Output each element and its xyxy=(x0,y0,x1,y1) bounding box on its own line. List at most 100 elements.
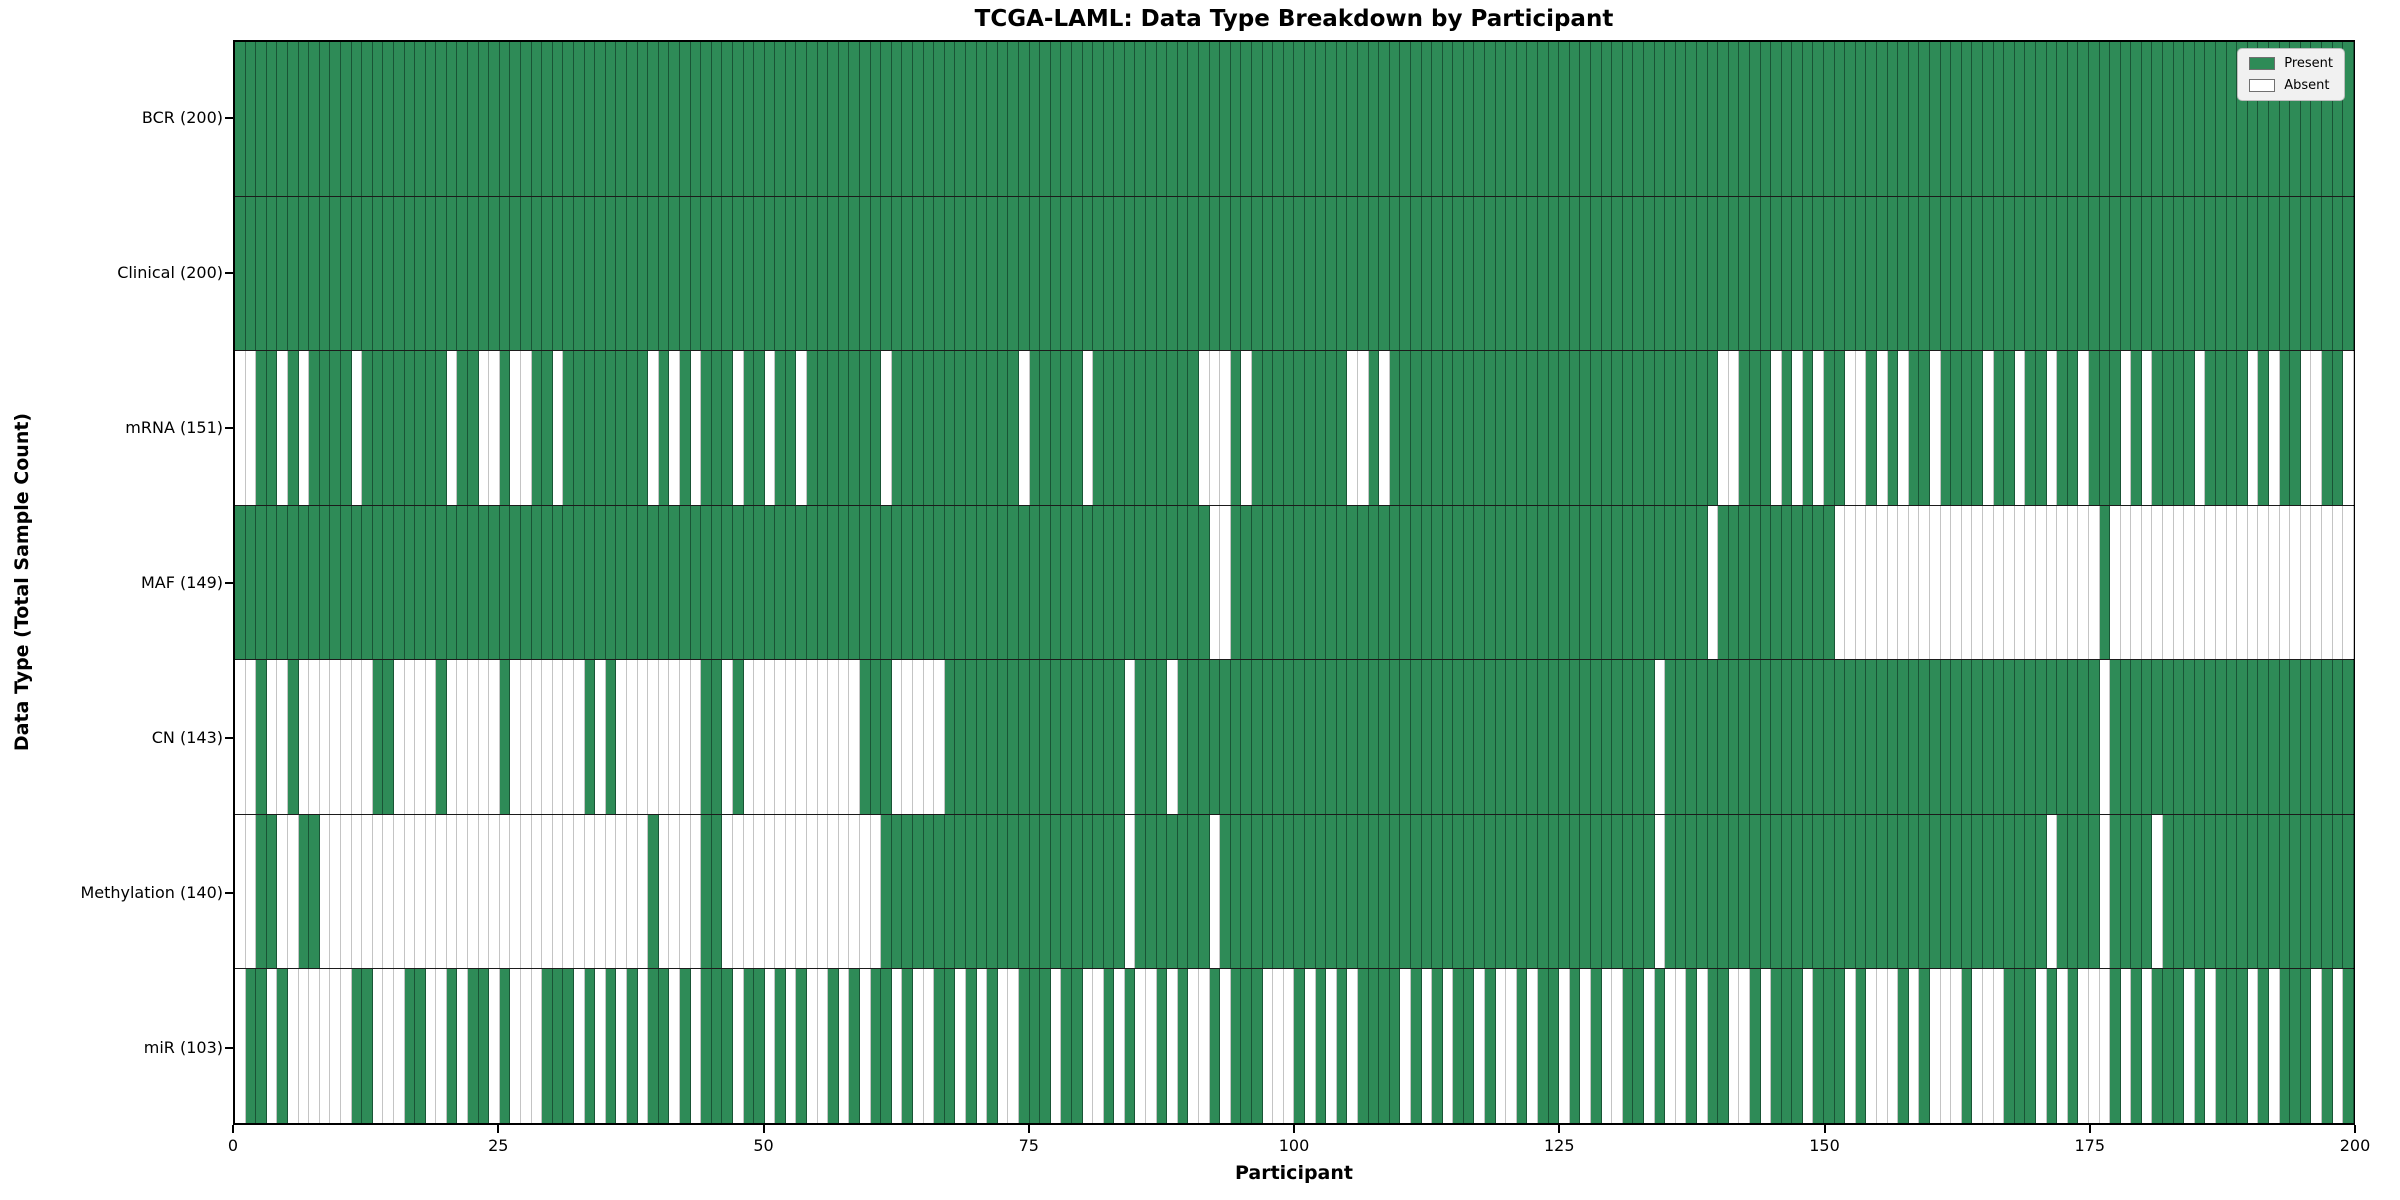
cell xyxy=(1199,42,1210,196)
cell xyxy=(1749,351,1761,505)
cell xyxy=(1135,969,1147,1124)
cell xyxy=(393,505,405,660)
cell xyxy=(436,969,447,1124)
cell xyxy=(298,351,310,505)
cell xyxy=(1495,814,1507,969)
cell xyxy=(1919,814,1930,969)
cell xyxy=(1294,969,1305,1124)
cell xyxy=(1696,814,1708,969)
cell xyxy=(372,969,384,1124)
cell xyxy=(1071,505,1083,660)
cell xyxy=(1834,660,1846,814)
cell xyxy=(1453,660,1464,814)
cell xyxy=(2184,814,2195,969)
cell xyxy=(1008,814,1019,969)
cell xyxy=(1961,814,1973,969)
cell xyxy=(817,42,829,196)
cell xyxy=(2035,505,2047,660)
cell xyxy=(1368,660,1380,814)
cell xyxy=(245,505,257,660)
cell xyxy=(1410,42,1422,196)
cell xyxy=(658,351,670,505)
cell xyxy=(1792,196,1803,351)
cell xyxy=(711,969,723,1124)
cell xyxy=(1707,660,1719,814)
cell xyxy=(658,969,670,1124)
cell xyxy=(1220,969,1231,1124)
cell xyxy=(1866,969,1878,1124)
cell xyxy=(1463,351,1475,505)
cell xyxy=(256,196,267,351)
cell xyxy=(1326,505,1337,660)
cell xyxy=(881,814,892,969)
cell xyxy=(1771,351,1782,505)
cell xyxy=(1591,196,1602,351)
cell xyxy=(2300,351,2312,505)
cell xyxy=(393,42,405,196)
cell xyxy=(2194,505,2206,660)
cell xyxy=(1506,505,1517,660)
cell xyxy=(552,196,564,351)
cell xyxy=(1908,42,1920,196)
cell xyxy=(1124,969,1136,1124)
cell xyxy=(1177,505,1189,660)
cell xyxy=(1304,814,1316,969)
cell xyxy=(1675,42,1687,196)
cell xyxy=(1389,196,1401,351)
cell xyxy=(1167,351,1178,505)
cell xyxy=(415,505,426,660)
cell xyxy=(1728,814,1740,969)
cell xyxy=(626,351,638,505)
cell xyxy=(1177,351,1189,505)
x-tick-label: 50 xyxy=(753,1136,774,1155)
cell xyxy=(754,505,765,660)
cell xyxy=(1357,505,1369,660)
cell xyxy=(2046,196,2058,351)
cell xyxy=(287,351,299,505)
cell xyxy=(2067,660,2079,814)
cell xyxy=(1887,196,1899,351)
cell xyxy=(923,814,935,969)
cell xyxy=(2163,351,2174,505)
cell xyxy=(1442,505,1454,660)
cell xyxy=(1771,505,1782,660)
cell xyxy=(1622,814,1634,969)
cell xyxy=(1304,42,1316,196)
cell xyxy=(489,660,500,814)
cell xyxy=(2311,814,2322,969)
cell xyxy=(1813,660,1825,814)
cell xyxy=(1082,660,1094,814)
cell xyxy=(1749,505,1761,660)
cell xyxy=(1040,969,1051,1124)
cell xyxy=(393,814,405,969)
y-tick-label-BCR: BCR (200) xyxy=(141,107,223,127)
cell xyxy=(1304,196,1316,351)
cell xyxy=(2078,660,2089,814)
cell xyxy=(796,660,808,814)
cell xyxy=(1749,969,1761,1124)
cell xyxy=(1146,814,1157,969)
cell xyxy=(1389,969,1401,1124)
heatmap-row-Clinical xyxy=(235,196,2354,352)
cell xyxy=(2163,505,2174,660)
cell xyxy=(2237,969,2248,1124)
cell xyxy=(775,42,786,196)
cell xyxy=(1124,505,1136,660)
cell xyxy=(595,196,606,351)
cell xyxy=(2321,42,2333,196)
heatmap-row-MAF xyxy=(235,505,2354,661)
cell xyxy=(499,814,511,969)
cell xyxy=(1930,505,1941,660)
cell xyxy=(2279,969,2291,1124)
cell xyxy=(1485,969,1496,1124)
cell xyxy=(266,660,278,814)
cell xyxy=(2290,505,2301,660)
cell xyxy=(1982,196,1994,351)
cell xyxy=(1622,505,1634,660)
cell xyxy=(2184,505,2195,660)
cell xyxy=(1771,969,1782,1124)
cell xyxy=(1071,660,1083,814)
cell xyxy=(1357,42,1369,196)
cell xyxy=(2290,351,2301,505)
cell xyxy=(457,196,469,351)
